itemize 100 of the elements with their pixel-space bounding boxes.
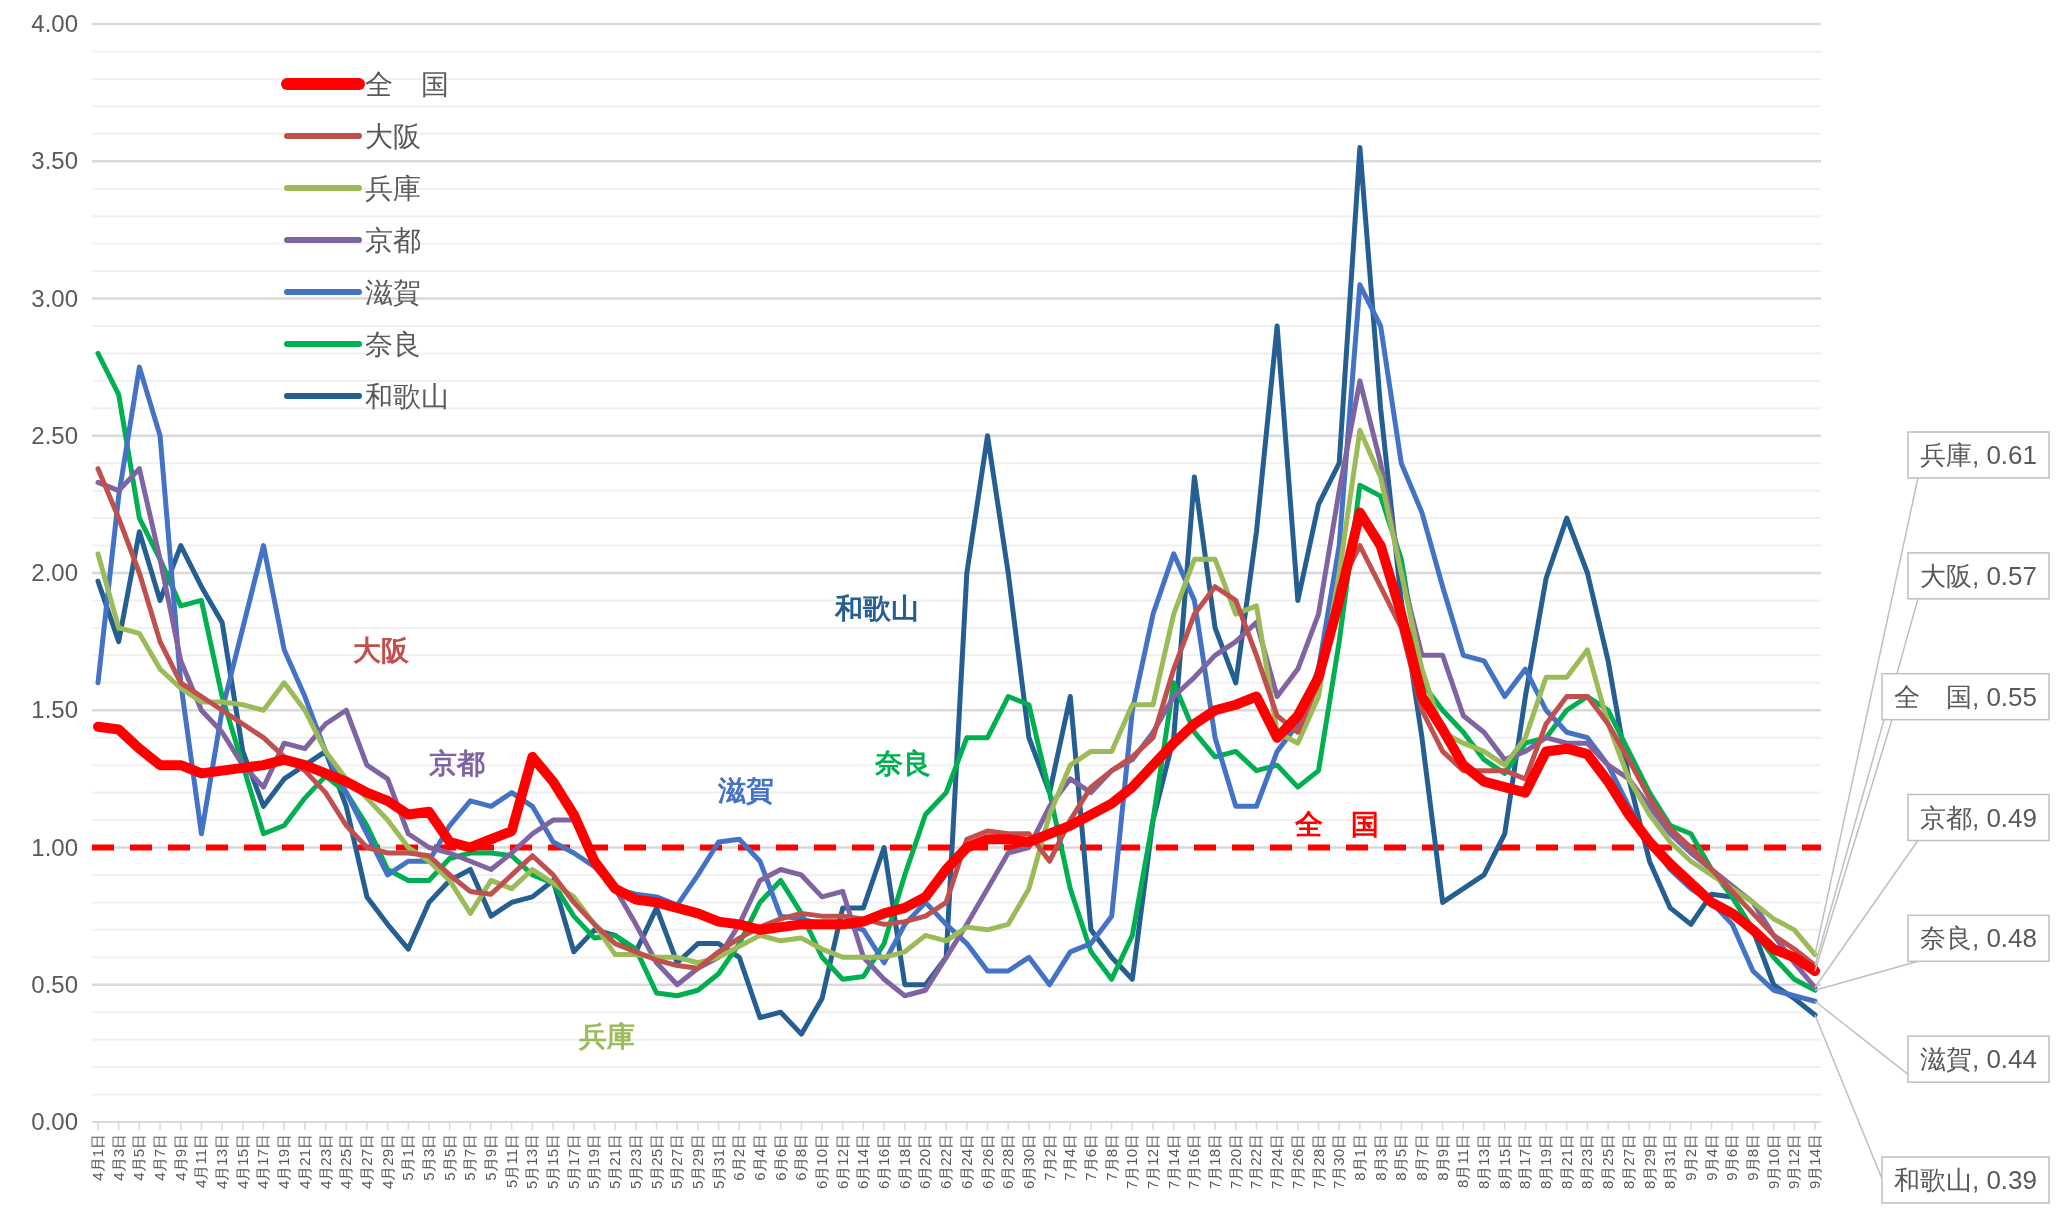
x-tick-label: 4月27日 bbox=[357, 1134, 375, 1190]
x-tick-label: 5月1日 bbox=[399, 1134, 417, 1181]
x-tick-label: 6月28日 bbox=[999, 1134, 1017, 1190]
x-tick-label: 6月14日 bbox=[854, 1134, 872, 1190]
x-tick-label: 6月16日 bbox=[875, 1134, 893, 1190]
data-label: 奈良, 0.48 bbox=[1919, 923, 2037, 954]
x-tick-label: 5月31日 bbox=[709, 1134, 727, 1190]
data-label: 和歌山, 0.39 bbox=[1893, 1165, 2037, 1195]
annotation: 京都 bbox=[427, 747, 485, 779]
x-tick-label: 4月7日 bbox=[151, 1134, 169, 1181]
x-tick-label: 7月18日 bbox=[1206, 1134, 1224, 1190]
x-tick-label: 8月29日 bbox=[1640, 1134, 1658, 1190]
legend-label: 京都 bbox=[365, 225, 421, 256]
annotation: 大阪 bbox=[352, 634, 410, 666]
x-tick-label: 8月3日 bbox=[1371, 1134, 1389, 1181]
x-tick-label: 8月15日 bbox=[1495, 1134, 1513, 1190]
x-tick-label: 4月5日 bbox=[130, 1134, 148, 1181]
x-tick-label: 9月10日 bbox=[1764, 1134, 1782, 1190]
x-tick-label: 4月3日 bbox=[109, 1134, 127, 1181]
x-tick-label: 7月8日 bbox=[1102, 1134, 1120, 1181]
x-tick-label: 8月9日 bbox=[1433, 1134, 1451, 1181]
x-tick-label: 7月12日 bbox=[1144, 1134, 1162, 1190]
x-tick-label: 4月19日 bbox=[275, 1134, 293, 1190]
x-tick-label: 7月6日 bbox=[1081, 1134, 1099, 1181]
data-label: 兵庫, 0.61 bbox=[1919, 440, 2037, 470]
x-tick-label: 9月12日 bbox=[1785, 1134, 1803, 1190]
x-tick-label: 7月20日 bbox=[1226, 1134, 1244, 1190]
x-tick-label: 4月21日 bbox=[295, 1134, 313, 1190]
x-tick-label: 8月19日 bbox=[1537, 1134, 1555, 1190]
x-tick-label: 7月16日 bbox=[1185, 1134, 1203, 1190]
x-tick-label: 6月20日 bbox=[916, 1134, 934, 1190]
annotation: 和歌山 bbox=[833, 593, 919, 625]
data-label: 京都, 0.49 bbox=[1919, 802, 2037, 833]
ref-line-label: 全 国 bbox=[1293, 808, 1379, 840]
data-label: 全 国, 0.55 bbox=[1893, 681, 2037, 712]
x-tick-label: 5月11日 bbox=[502, 1134, 520, 1188]
annotation: 滋賀 bbox=[716, 775, 774, 807]
x-tick-label: 5月17日 bbox=[564, 1134, 582, 1190]
y-tick-label: 4.00 bbox=[31, 10, 78, 37]
x-tick-label: 6月12日 bbox=[833, 1134, 851, 1190]
x-tick-label: 6月22日 bbox=[937, 1134, 955, 1190]
x-tick-label: 5月29日 bbox=[688, 1134, 706, 1190]
x-tick-label: 5月5日 bbox=[440, 1134, 458, 1181]
y-tick-label: 3.50 bbox=[31, 147, 78, 175]
x-tick-label: 6月24日 bbox=[957, 1134, 975, 1190]
x-tick-label: 7月2日 bbox=[1040, 1134, 1058, 1181]
x-tick-label: 5月25日 bbox=[647, 1134, 665, 1190]
x-tick-label: 5月19日 bbox=[585, 1134, 603, 1190]
legend-label: 兵庫 bbox=[365, 173, 421, 204]
x-tick-label: 9月14日 bbox=[1806, 1134, 1823, 1190]
legend-label: 大阪 bbox=[365, 121, 421, 152]
x-tick-label: 5月27日 bbox=[668, 1134, 686, 1190]
y-tick-label: 0.00 bbox=[31, 1108, 78, 1135]
x-tick-label: 9月4日 bbox=[1702, 1134, 1720, 1181]
x-tick-label: 5月7日 bbox=[461, 1134, 479, 1181]
x-tick-label: 6月4日 bbox=[750, 1134, 768, 1181]
x-tick-label: 4月25日 bbox=[337, 1134, 355, 1190]
x-tick-label: 8月13日 bbox=[1475, 1134, 1493, 1190]
data-label: 滋賀, 0.44 bbox=[1919, 1044, 2037, 1075]
x-tick-label: 6月6日 bbox=[771, 1134, 789, 1181]
x-tick-label: 5月9日 bbox=[482, 1134, 500, 1181]
x-tick-label: 4月11日 bbox=[192, 1134, 210, 1188]
x-tick-label: 7月10日 bbox=[1123, 1134, 1141, 1190]
x-tick-label: 6月10日 bbox=[813, 1134, 831, 1190]
x-tick-label: 4月15日 bbox=[233, 1134, 251, 1190]
x-tick-label: 4月13日 bbox=[213, 1134, 231, 1190]
y-tick-label: 3.00 bbox=[31, 284, 78, 312]
x-tick-label: 5月13日 bbox=[523, 1134, 541, 1190]
x-tick-label: 8月1日 bbox=[1350, 1134, 1368, 1181]
x-tick-label: 7月24日 bbox=[1268, 1134, 1286, 1190]
x-tick-label: 8月11日 bbox=[1454, 1134, 1472, 1188]
x-tick-label: 6月18日 bbox=[895, 1134, 913, 1190]
x-tick-label: 5月15日 bbox=[544, 1134, 562, 1190]
x-tick-label: 8月7日 bbox=[1412, 1134, 1430, 1181]
x-tick-label: 6月30日 bbox=[1019, 1134, 1037, 1190]
y-tick-label: 1.00 bbox=[31, 833, 78, 861]
x-tick-label: 5月3日 bbox=[419, 1134, 437, 1181]
x-tick-label: 8月23日 bbox=[1578, 1134, 1596, 1190]
y-tick-label: 2.50 bbox=[31, 421, 78, 449]
legend-label: 和歌山 bbox=[365, 381, 449, 412]
legend-label: 全 国 bbox=[365, 69, 449, 100]
x-tick-label: 8月17日 bbox=[1516, 1134, 1534, 1190]
x-tick-label: 7月28日 bbox=[1309, 1134, 1327, 1190]
legend-label: 滋賀 bbox=[365, 277, 421, 308]
legend-label: 奈良 bbox=[365, 329, 421, 360]
x-tick-label: 9月6日 bbox=[1723, 1134, 1741, 1181]
x-tick-label: 5月23日 bbox=[626, 1134, 644, 1190]
y-tick-label: 2.00 bbox=[31, 559, 78, 586]
x-tick-label: 5月21日 bbox=[606, 1134, 624, 1190]
x-tick-label: 8月31日 bbox=[1661, 1134, 1679, 1190]
annotation: 奈良 bbox=[873, 747, 931, 779]
x-tick-label: 8月5日 bbox=[1392, 1134, 1410, 1181]
x-tick-label: 7月30日 bbox=[1330, 1134, 1348, 1190]
x-tick-label: 4月29日 bbox=[378, 1134, 396, 1190]
x-tick-label: 8月27日 bbox=[1619, 1134, 1637, 1190]
x-tick-label: 4月17日 bbox=[254, 1134, 272, 1190]
x-tick-label: 7月26日 bbox=[1288, 1134, 1306, 1190]
y-tick-label: 1.50 bbox=[31, 696, 78, 724]
x-tick-label: 8月25日 bbox=[1599, 1134, 1617, 1190]
x-tick-label: 4月1日 bbox=[89, 1134, 106, 1181]
